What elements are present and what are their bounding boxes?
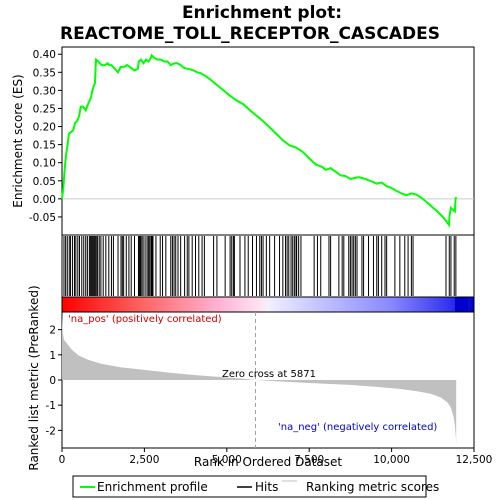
legend-hits-label: Hits [255,480,278,494]
x-tick-label: 2,500 [129,454,159,466]
metric-y-axis: -2 -1 0 1 2 [46,325,62,437]
hits-panel [61,234,475,298]
metric-y-tick-label: -2 [46,425,56,437]
legend-metric-label: Ranking metric scores [306,480,439,494]
legend-enrichment-label: Enrichment profile [97,480,208,494]
metric-y-tick-label: 1 [49,350,56,362]
metric-y-tick-label: 2 [49,325,56,337]
x-tick-label: 10,000 [373,454,410,466]
es-y-tick-label: 0.40 [33,49,56,61]
legend: Enrichment profile Hits Ranking metric s… [72,475,439,498]
positive-correlation-label: 'na_pos' (positively correlated) [68,314,222,325]
es-y-tick-label: 0.00 [33,194,56,206]
chart-title-line-1: Enrichment plot: [182,3,342,23]
es-y-axis: -0.05 0.00 0.05 0.10 0.15 0.20 0.25 0.30 0.35 0.4… [29,49,62,224]
hits-frame [61,234,475,298]
metric-y-tick-label: 0 [49,375,56,387]
chart-title-line-2: REACTOME_TOLL_RECEPTOR_CASCADES [60,24,440,44]
hit-marks [63,236,457,296]
es-y-tick-label: -0.05 [29,212,56,224]
enrichment-profile-line [61,53,458,228]
es-y-tick-label: 0.15 [33,140,56,152]
metric-y-axis-label: Ranked list metric (PreRanked) [27,285,41,470]
negative-correlation-label: 'na_neg' (negatively correlated) [278,422,437,433]
es-plot-frame [61,46,475,236]
x-tick-label: 12,500 [456,454,493,466]
x-tick-label: 5,000 [212,454,242,466]
es-y-tick-label: 0.10 [33,158,56,170]
es-y-axis-label: Enrichment score (ES) [11,74,25,207]
x-tick-label: 7,500 [294,454,324,466]
x-axis: 0 2,500 5,000 7,500 10,000 12,500 [59,448,493,466]
rank-gradient-dark-end [455,297,468,312]
es-y-tick-label: 0.05 [33,176,56,188]
es-y-tick-label: 0.20 [33,122,56,134]
es-y-tick-label: 0.25 [33,103,56,115]
zero-cross-label: Zero cross at 5871 [222,369,316,380]
metric-y-tick-label: -1 [46,400,56,412]
es-y-tick-label: 0.30 [33,85,56,97]
metric-panel: -2 -1 0 1 2 'na_pos' (positively correlated)… [46,311,475,449]
ranking-metric-area [62,313,457,446]
x-tick-label: 0 [59,454,66,466]
rank-gradient [62,297,474,312]
x-axis-label: Rank in Ordered Dataset [194,455,342,469]
es-y-tick-label: 0.35 [33,67,56,79]
es-panel: -0.05 0.00 0.05 0.10 0.15 0.20 0.25 0.30 0.35 0.4… [29,46,475,236]
rank-color-bar [61,296,475,313]
